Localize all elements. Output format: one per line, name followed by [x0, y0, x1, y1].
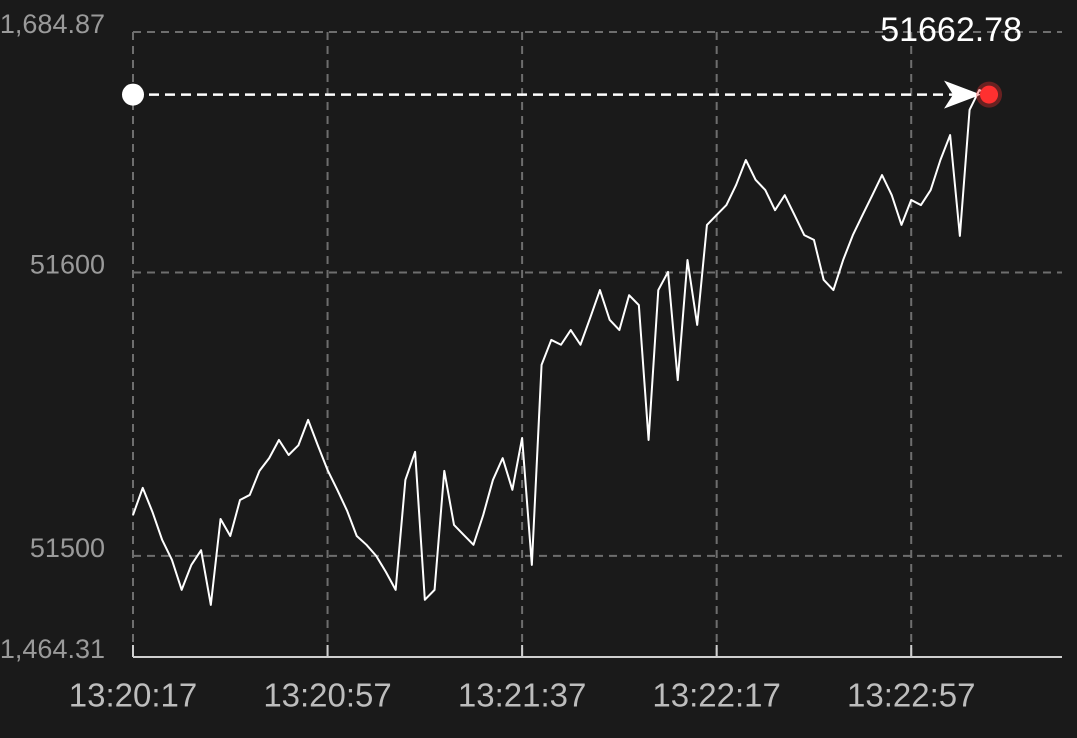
y-tick-label: 51,684.87: [0, 9, 105, 39]
x-tick-label: 13:20:17: [69, 677, 197, 714]
x-tick-label: 13:22:57: [847, 677, 975, 714]
y-tick-label: 51600: [30, 250, 105, 280]
x-tick-label: 13:20:57: [263, 677, 391, 714]
y-tick-label: 51,464.31: [0, 634, 105, 664]
x-tick-label: 13:21:37: [458, 677, 586, 714]
price-line: [132, 89, 990, 606]
last-price-label: 51662.78: [880, 11, 1022, 49]
last-price-arrow: [944, 80, 982, 109]
last-point: [980, 85, 999, 104]
start-dot: [122, 83, 144, 106]
x-tick-label: 13:22:17: [652, 677, 780, 714]
y-tick-label: 51500: [30, 533, 105, 563]
